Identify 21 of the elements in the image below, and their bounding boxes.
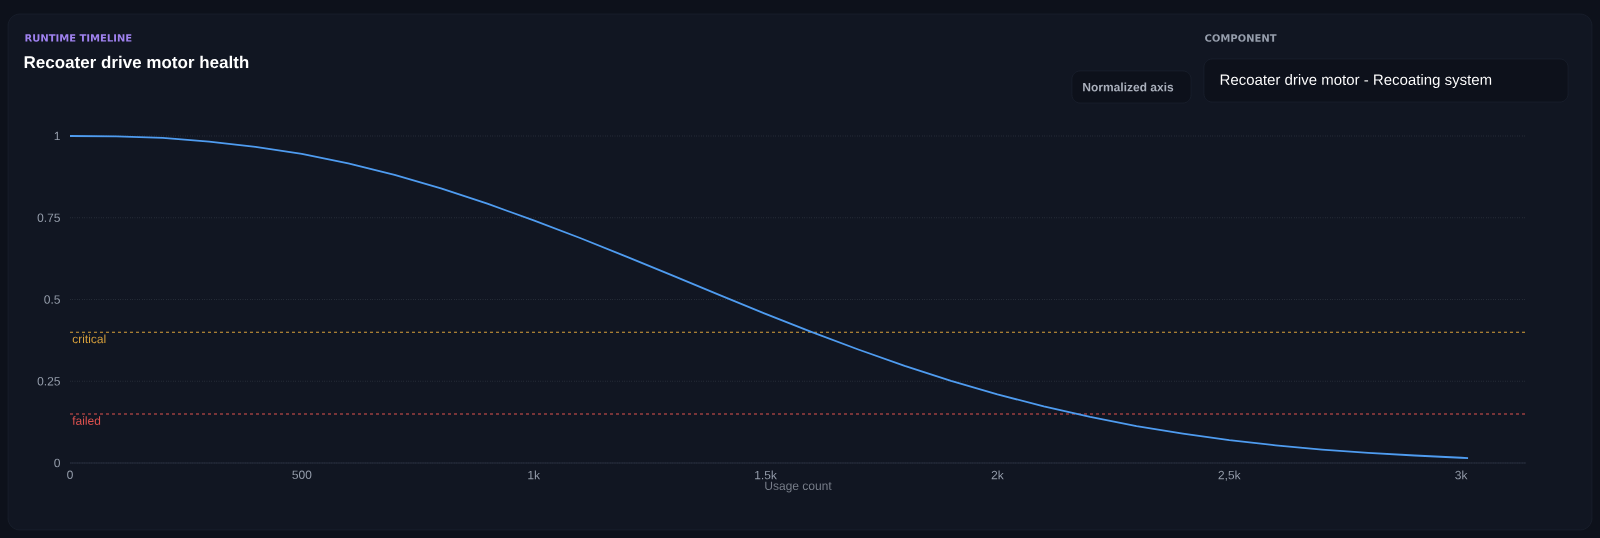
text: Recoater drive motor - Recoating system	[1220, 74, 1492, 88]
x-tick-label: 2k	[991, 470, 1004, 480]
x-tick-label: 3k	[1455, 470, 1468, 480]
y-tick-label: 0.25	[37, 377, 60, 386]
x-tick-label: 1k	[528, 470, 541, 480]
chart-title: Recoater drive motor health	[24, 55, 249, 69]
ref-line-label: critical	[72, 334, 106, 344]
y-tick-label: 1	[54, 131, 60, 141]
x-tick-label: 1.5k	[755, 470, 777, 480]
x-tick-label: 0	[67, 470, 73, 480]
x-tick-label: 500	[292, 470, 312, 480]
y-tick-label: 0.75	[37, 213, 60, 222]
text: COMPONENT	[1205, 34, 1277, 42]
x-tick-label: 2,5k	[1218, 470, 1241, 481]
x-axis-title: Usage count	[765, 481, 832, 493]
ref-line-label: failed	[72, 416, 101, 425]
y-tick-label: 0.5	[44, 295, 60, 304]
text: Normalized axis	[1083, 82, 1174, 92]
y-tick-label: 0	[54, 458, 61, 468]
line-series	[69, 135, 1469, 459]
chart-subtitle: RUNTIME TIMELINE	[25, 34, 132, 42]
